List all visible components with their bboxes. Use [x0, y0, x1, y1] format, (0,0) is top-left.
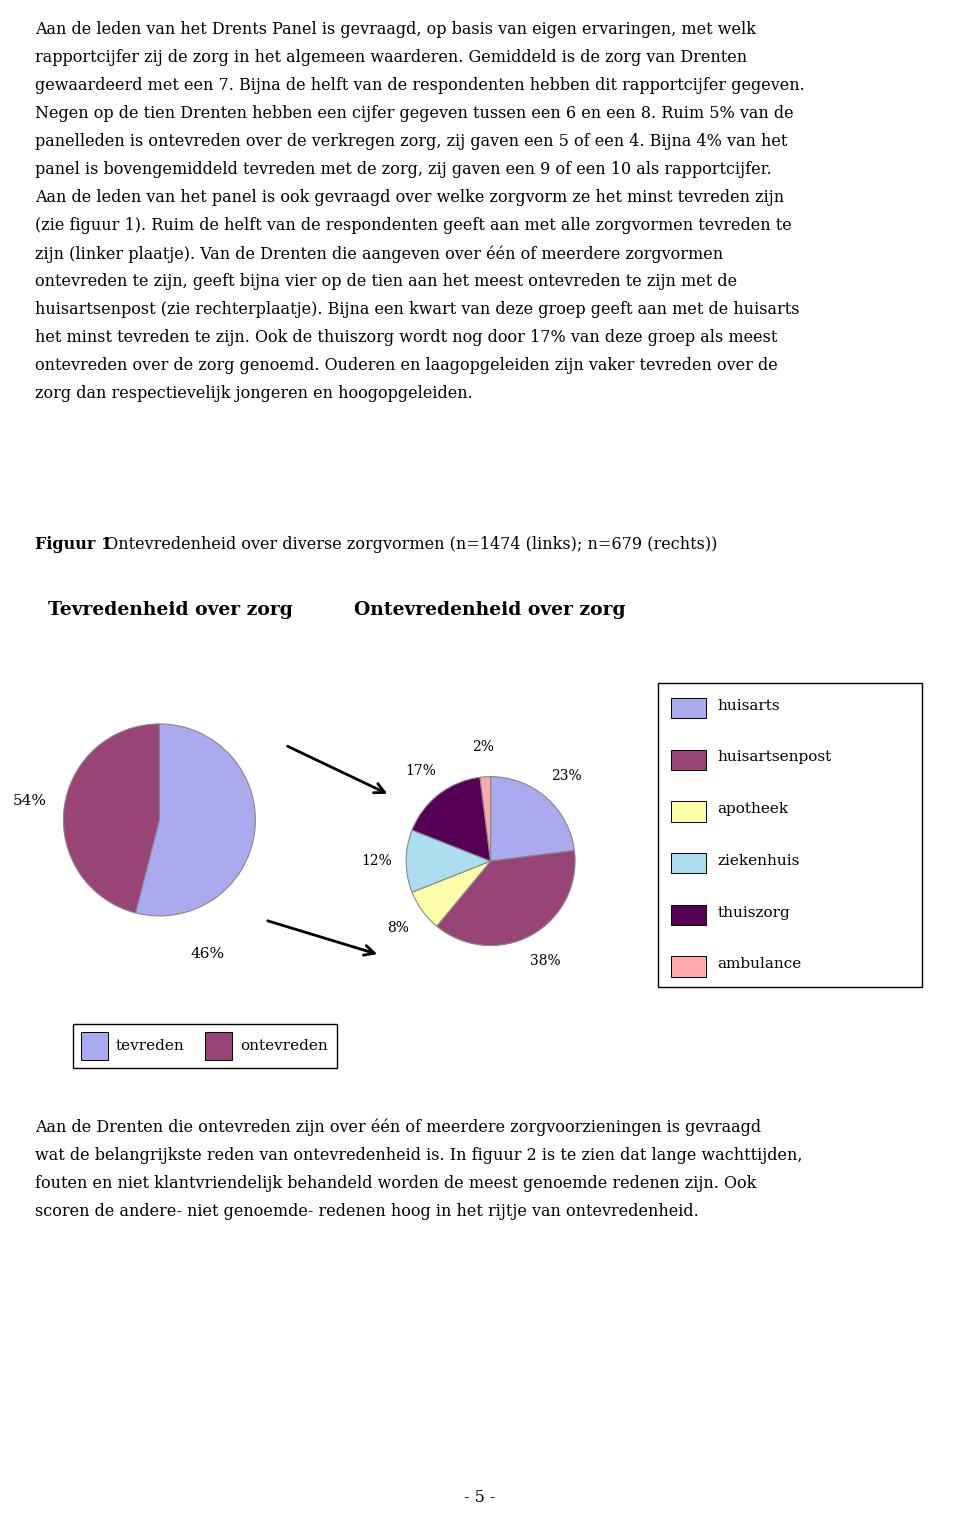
Text: rapportcijfer zij de zorg in het algemeen waarderen. Gemiddeld is de zorg van Dr: rapportcijfer zij de zorg in het algemee…	[35, 49, 747, 66]
Text: panelleden is ontevreden over de verkregen zorg, zij gaven een 5 of een 4. Bijna: panelleden is ontevreden over de verkreg…	[35, 134, 787, 151]
Bar	[81, 1031, 108, 1060]
Wedge shape	[63, 723, 159, 913]
Text: Negen op de tien Drenten hebben een cijfer gegeven tussen een 6 en een 8. Ruim 5: Negen op de tien Drenten hebben een cijf…	[35, 106, 794, 123]
Text: zorg dan respectievelijk jongeren en hoogopgeleiden.: zorg dan respectievelijk jongeren en hoo…	[35, 385, 472, 403]
Bar	[671, 802, 707, 822]
Wedge shape	[412, 862, 491, 926]
Text: scoren de andere- niet genoemde- redenen hoog in het rijtje van ontevredenheid.: scoren de andere- niet genoemde- redenen…	[35, 1202, 699, 1219]
Wedge shape	[412, 777, 491, 862]
Text: Ontevredenheid over diverse zorgvormen (n=1474 (links); n=679 (rechts)): Ontevredenheid over diverse zorgvormen (…	[94, 537, 717, 554]
Text: 54%: 54%	[12, 794, 47, 808]
Text: ontevreden te zijn, geeft bijna vier op de tien aan het meest ontevreden te zijn: ontevreden te zijn, geeft bijna vier op …	[35, 274, 737, 291]
Wedge shape	[491, 777, 574, 862]
Text: ontevreden: ontevreden	[240, 1039, 328, 1053]
Text: tevreden: tevreden	[116, 1039, 184, 1053]
Text: panel is bovengemiddeld tevreden met de zorg, zij gaven een 9 of een 10 als rapp: panel is bovengemiddeld tevreden met de …	[35, 162, 772, 179]
Bar	[205, 1031, 232, 1060]
Wedge shape	[480, 777, 491, 862]
Text: wat de belangrijkste reden van ontevredenheid is. In figuur 2 is te zien dat lan: wat de belangrijkste reden van ontevrede…	[35, 1147, 803, 1163]
Text: (zie figuur 1). Ruim de helft van de respondenten geeft aan met alle zorgvormen : (zie figuur 1). Ruim de helft van de res…	[35, 217, 792, 234]
Text: Figuur 1: Figuur 1	[35, 537, 112, 554]
Text: 17%: 17%	[405, 763, 436, 779]
Text: ontevreden over de zorg genoemd. Ouderen en laagopgeleiden zijn vaker tevreden o: ontevreden over de zorg genoemd. Ouderen…	[35, 357, 778, 374]
Bar	[671, 905, 707, 925]
Text: ziekenhuis: ziekenhuis	[717, 854, 800, 868]
Wedge shape	[437, 851, 575, 945]
Text: huisartsenpost: huisartsenpost	[717, 751, 831, 765]
Text: 46%: 46%	[190, 948, 225, 962]
Text: huisarts: huisarts	[717, 699, 780, 713]
Text: fouten en niet klantvriendelijk behandeld worden de meest genoemde redenen zijn.: fouten en niet klantvriendelijk behandel…	[35, 1174, 756, 1191]
Text: zijn (linker plaatje). Van de Drenten die aangeven over één of meerdere zorgvorm: zijn (linker plaatje). Van de Drenten di…	[35, 245, 723, 263]
Text: gewaardeerd met een 7. Bijna de helft van de respondenten hebben dit rapportcijf: gewaardeerd met een 7. Bijna de helft va…	[35, 77, 804, 94]
Text: 12%: 12%	[361, 854, 392, 868]
Text: Ontevredenheid over zorg: Ontevredenheid over zorg	[354, 602, 626, 619]
Wedge shape	[406, 830, 491, 893]
Text: 2%: 2%	[472, 740, 494, 754]
Text: Aan de leden van het panel is ook gevraagd over welke zorgvorm ze het minst tevr: Aan de leden van het panel is ook gevraa…	[35, 189, 784, 206]
Wedge shape	[135, 723, 255, 916]
FancyBboxPatch shape	[658, 683, 923, 986]
Text: Aan de Drenten die ontevreden zijn over één of meerdere zorgvoorzieningen is gev: Aan de Drenten die ontevreden zijn over …	[35, 1119, 761, 1136]
FancyBboxPatch shape	[73, 1023, 337, 1068]
Text: het minst tevreden te zijn. Ook de thuiszorg wordt nog door 17% van deze groep a: het minst tevreden te zijn. Ook de thuis…	[35, 329, 778, 346]
Text: - 5 -: - 5 -	[465, 1490, 495, 1507]
Text: 38%: 38%	[530, 954, 561, 968]
Text: Tevredenheid over zorg: Tevredenheid over zorg	[48, 602, 293, 619]
Bar	[671, 853, 707, 873]
Text: apotheek: apotheek	[717, 802, 788, 816]
Text: 8%: 8%	[388, 922, 409, 936]
Text: huisartsenpost (zie rechterplaatje). Bijna een kwart van deze groep geeft aan me: huisartsenpost (zie rechterplaatje). Bij…	[35, 302, 800, 319]
Text: ambulance: ambulance	[717, 957, 802, 971]
Bar	[671, 956, 707, 977]
Text: thuiszorg: thuiszorg	[717, 905, 790, 919]
Bar	[671, 699, 707, 719]
Text: 23%: 23%	[551, 768, 582, 782]
Bar	[671, 749, 707, 770]
Text: Aan de leden van het Drents Panel is gevraagd, op basis van eigen ervaringen, me: Aan de leden van het Drents Panel is gev…	[35, 22, 756, 38]
